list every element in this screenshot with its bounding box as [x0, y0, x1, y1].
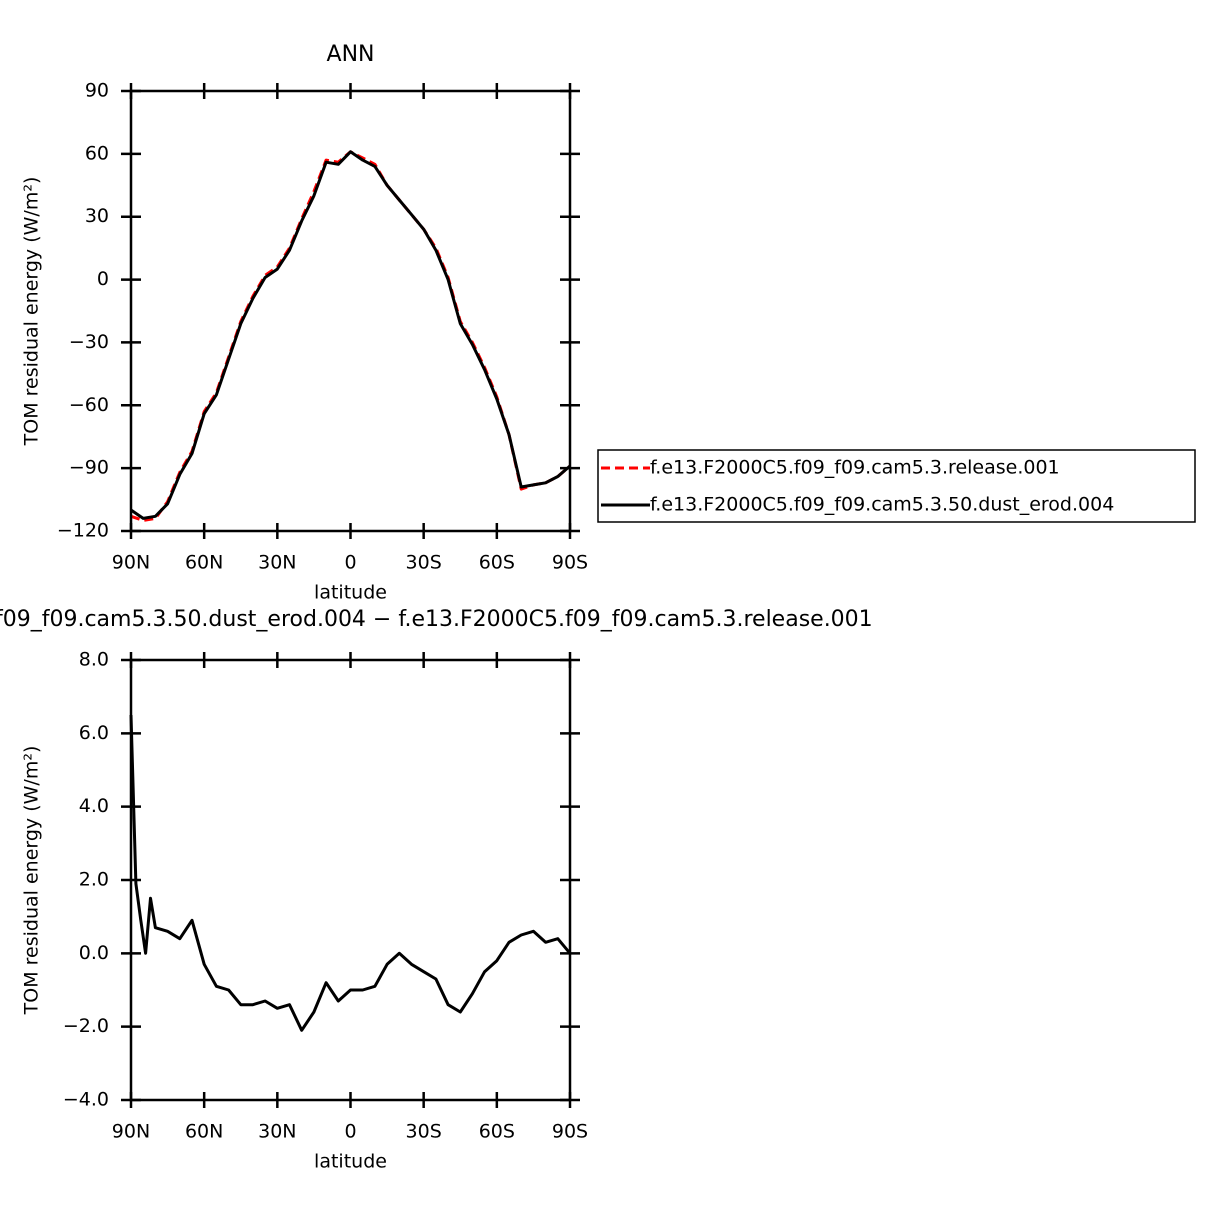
y-tick-label: 8.0 [79, 649, 109, 671]
x-tick-label: 0 [344, 1121, 356, 1143]
chart-title: f.e13.F2000C5.f09_f09.cam5.3.50.dust_ero… [0, 607, 873, 632]
data-line [130, 150, 571, 520]
x-axis-label: latitude [314, 582, 387, 604]
plot-frame [129, 658, 572, 1102]
x-tick-label: 90S [552, 552, 588, 574]
y-tick-label: −90 [69, 457, 109, 479]
y-tick-label: −60 [69, 394, 109, 416]
y-tick-label: −4.0 [63, 1089, 109, 1111]
x-tick-label: 90N [112, 1121, 150, 1143]
y-tick-label: −2.0 [63, 1015, 109, 1037]
y-tick-label: 60 [85, 142, 109, 164]
x-tick-label: 60N [185, 552, 223, 574]
x-tick-label: 30N [258, 1121, 296, 1143]
y-tick-label: −120 [57, 520, 109, 542]
data-line [130, 150, 571, 522]
chart-title: ANN [327, 42, 375, 67]
x-tick-label: 60N [185, 1121, 223, 1143]
x-tick-label: 60S [479, 552, 515, 574]
y-tick-label: 0.0 [79, 942, 109, 964]
y-axis-label: TOM residual energy (W/m²) [21, 746, 43, 1016]
y-tick-label: 2.0 [79, 869, 109, 891]
y-tick-label: 30 [85, 205, 109, 227]
legend-label: f.e13.F2000C5.f09_f09.cam5.3.50.dust_ero… [650, 494, 1114, 516]
y-tick-label: −30 [69, 331, 109, 353]
x-tick-label: 60S [479, 1121, 515, 1143]
x-tick-label: 90N [112, 552, 150, 574]
data-line [129, 714, 572, 1032]
y-tick-label: 0 [97, 268, 109, 290]
y-tick-label: 90 [85, 80, 109, 102]
y-tick-label: 4.0 [79, 795, 109, 817]
x-tick-label: 90S [552, 1121, 588, 1143]
legend-label: f.e13.F2000C5.f09_f09.cam5.3.release.001 [650, 457, 1060, 479]
y-tick-label: 6.0 [79, 722, 109, 744]
x-tick-label: 30S [406, 1121, 442, 1143]
x-tick-label: 0 [344, 552, 356, 574]
x-tick-label: 30S [406, 552, 442, 574]
x-tick-label: 30N [258, 552, 296, 574]
x-axis-label: latitude [314, 1151, 387, 1173]
plot-frame [129, 89, 572, 533]
y-axis-label: TOM residual energy (W/m²) [21, 177, 43, 447]
legend-box [597, 449, 1196, 523]
